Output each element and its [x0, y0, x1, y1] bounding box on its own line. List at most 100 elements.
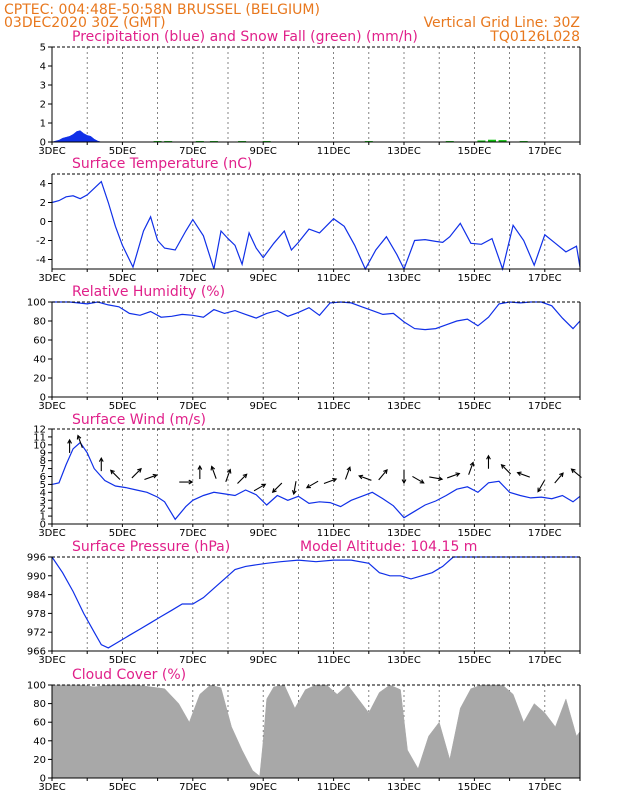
wind-arrow-head — [305, 483, 311, 489]
rh-title: Relative Humidity (%) — [72, 284, 225, 300]
precip-ytick-label: 3 — [40, 81, 46, 92]
wind-ytick-label: 8 — [40, 456, 46, 467]
cloud-xtick-label: 13DEC — [387, 782, 421, 793]
wind-ytick-label: 3 — [40, 496, 46, 507]
wind-arrow-head — [469, 461, 475, 467]
pressure-xtick-label: 3DEC — [38, 655, 65, 666]
wind-arrow-head — [188, 479, 194, 485]
precip-xtick-label: 7DEC — [179, 146, 206, 157]
wind-arrow — [293, 481, 297, 495]
wind-line — [51, 441, 581, 521]
rh-line — [52, 301, 581, 331]
wind-arrow-head — [226, 468, 232, 474]
wind-arrow — [77, 435, 83, 448]
wind-arrow-head — [137, 467, 142, 473]
pressure-xtick-label: 11DEC — [317, 655, 351, 666]
wind-arrow-head — [559, 472, 564, 478]
wind-arrow — [253, 483, 266, 492]
temp-line — [51, 180, 581, 272]
rh-xtick-label: 7DEC — [179, 401, 206, 412]
precip-xtick-label: 17DEC — [528, 146, 562, 157]
wind-arrow-head — [242, 473, 248, 479]
wind-arrow-head — [271, 488, 277, 493]
pressure-xtick-label: 15DEC — [458, 655, 492, 666]
cloud-xtick-label: 11DEC — [317, 782, 351, 793]
wind-ytick-label: 12 — [33, 425, 46, 436]
temp-xtick-label: 17DEC — [528, 273, 562, 284]
wind-arrow-head — [291, 490, 297, 496]
wind-xtick-label: 15DEC — [458, 528, 492, 539]
precip-panel: 0 1 2 3 4 5 3DEC 5DEC 7DEC 9DEC 11DEC 13DEC 15DEC 17D… — [38, 43, 581, 157]
temp-title: Surface Temperature (nC) — [72, 156, 253, 172]
wind-title: Surface Wind (m/s) — [72, 412, 206, 428]
temp-ytick-label: 4 — [40, 179, 46, 190]
wind-arrow — [446, 472, 460, 479]
wind-arrow — [344, 467, 351, 480]
wind-arrow — [358, 475, 372, 481]
wind-arrow — [110, 469, 121, 480]
wind-arrow-head — [98, 456, 104, 462]
rh-ytick-label: 20 — [33, 374, 46, 385]
wind-xtick-label: 9DEC — [250, 528, 277, 539]
wind-arrow-head — [570, 468, 576, 474]
wind-ytick-label: 1 — [40, 512, 46, 523]
cloud-ytick-label: 80 — [33, 699, 46, 710]
rh-xtick-label: 17DEC — [528, 401, 562, 412]
temp-panel: -4 -2 0 2 4 3DEC 5DEC 7DEC 9DEC 11DEC 13DEC 15DEC 17… — [36, 173, 581, 284]
temp-xtick-label: 3DEC — [38, 273, 65, 284]
precip-xtick-label: 5DEC — [109, 146, 136, 157]
cloud-xtick-label: 7DEC — [179, 782, 206, 793]
rh-ytick-label: 0 — [40, 393, 46, 404]
precip-ytick-label: 4 — [40, 62, 46, 73]
wind-ytick-label: 0 — [40, 520, 46, 531]
precip-xtick-label: 11DEC — [317, 146, 351, 157]
pressure-ytick-label: 978 — [27, 609, 46, 620]
cloud-ytick-label: 60 — [33, 718, 46, 729]
temp-xtick-label: 13DEC — [387, 273, 421, 284]
wind-ytick-label: 5 — [40, 480, 46, 491]
precip-ytick-label: 5 — [40, 43, 46, 54]
rh-xtick-label: 13DEC — [387, 401, 421, 412]
temp-xtick-label: 11DEC — [317, 273, 351, 284]
wind-arrow-head — [537, 487, 542, 493]
rh-xtick-label: 3DEC — [38, 401, 65, 412]
wind-arrow — [537, 480, 546, 492]
pressure-xtick-label: 7DEC — [179, 655, 206, 666]
pressure-xtick-label: 13DEC — [387, 655, 421, 666]
wind-arrow-head — [500, 463, 506, 469]
header-grid-note: Vertical Grid Line: 30Z — [424, 15, 580, 31]
pressure-ytick-label: 972 — [27, 628, 46, 639]
wind-arrow-head — [346, 466, 352, 472]
wind-ytick-label: 7 — [40, 464, 46, 475]
cloud-panel: 0 20 40 60 80 100 3DEC 5DEC 7DEC 9DEC 11DEC 13DEC 15… — [27, 681, 581, 793]
temp-ytick-label: -4 — [36, 255, 46, 266]
cloud-xtick-label: 5DEC — [109, 782, 136, 793]
precip-ytick-label: 1 — [40, 119, 46, 130]
temp-ytick-label: 2 — [40, 198, 46, 209]
pressure-line — [51, 556, 580, 649]
wind-arrow-head — [109, 469, 115, 475]
wind-arrow — [323, 478, 337, 484]
pressure-xtick-label: 17DEC — [528, 655, 562, 666]
precip-xtick-label: 3DEC — [38, 146, 65, 157]
wind-arrow — [429, 476, 443, 480]
snow-mark — [477, 140, 486, 142]
precip-xtick-label: 13DEC — [387, 146, 421, 157]
pressure-ytick-label: 996 — [27, 553, 46, 564]
wind-arrow — [517, 472, 530, 478]
rh-xtick-label: 11DEC — [317, 401, 351, 412]
wind-arrow-head — [261, 483, 267, 489]
wind-arrow — [468, 462, 474, 475]
pressure-ytick-label: 984 — [27, 590, 46, 601]
temp-xtick-label: 5DEC — [109, 273, 136, 284]
cloud-ytick-label: 0 — [40, 774, 46, 785]
wind-arrow-head — [76, 434, 82, 440]
precip-ytick-label: 2 — [40, 100, 46, 111]
cloud-ytick-label: 20 — [33, 755, 46, 766]
snow-mark — [488, 139, 496, 142]
pressure-xtick-label: 9DEC — [250, 655, 277, 666]
wind-ytick-label: 4 — [40, 488, 46, 499]
wind-xtick-label: 5DEC — [109, 528, 136, 539]
